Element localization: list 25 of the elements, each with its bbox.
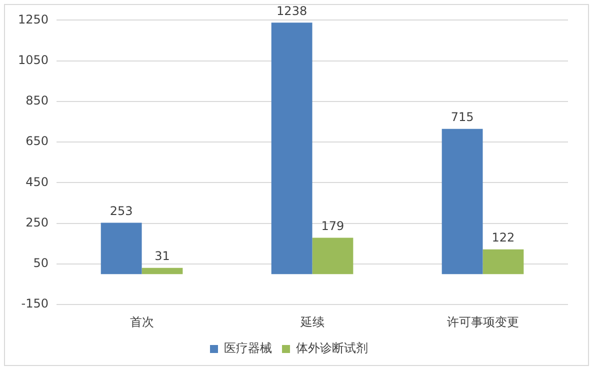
y-tick-label: 1250	[18, 12, 49, 26]
y-tick-label: 450	[26, 174, 49, 189]
data-label: 122	[492, 230, 515, 244]
y-tick-label: 850	[26, 94, 49, 108]
y-tick-label: -150	[21, 296, 49, 311]
bar	[271, 22, 312, 274]
y-tick-label: 250	[26, 215, 49, 230]
legend-label: 医疗器械	[224, 341, 272, 356]
bar	[142, 268, 183, 274]
bar	[482, 249, 524, 274]
y-tick-label: 650	[26, 134, 49, 148]
bar	[100, 222, 142, 274]
data-label: 253	[110, 204, 133, 218]
bar	[442, 128, 483, 274]
x-tick-label: 许可事项变更	[446, 314, 519, 329]
y-tick-label: 1050	[18, 52, 49, 67]
bar	[312, 238, 354, 274]
data-label: 31	[154, 248, 170, 263]
data-label: 179	[321, 218, 344, 233]
x-tick-label: 首次	[130, 314, 154, 329]
y-tick-label: 50	[33, 256, 49, 270]
legend-label: 体外诊断试剂	[296, 341, 368, 356]
data-label: 1238	[276, 4, 308, 18]
x-tick-label: 延续	[299, 314, 324, 329]
data-label: 715	[450, 110, 474, 124]
